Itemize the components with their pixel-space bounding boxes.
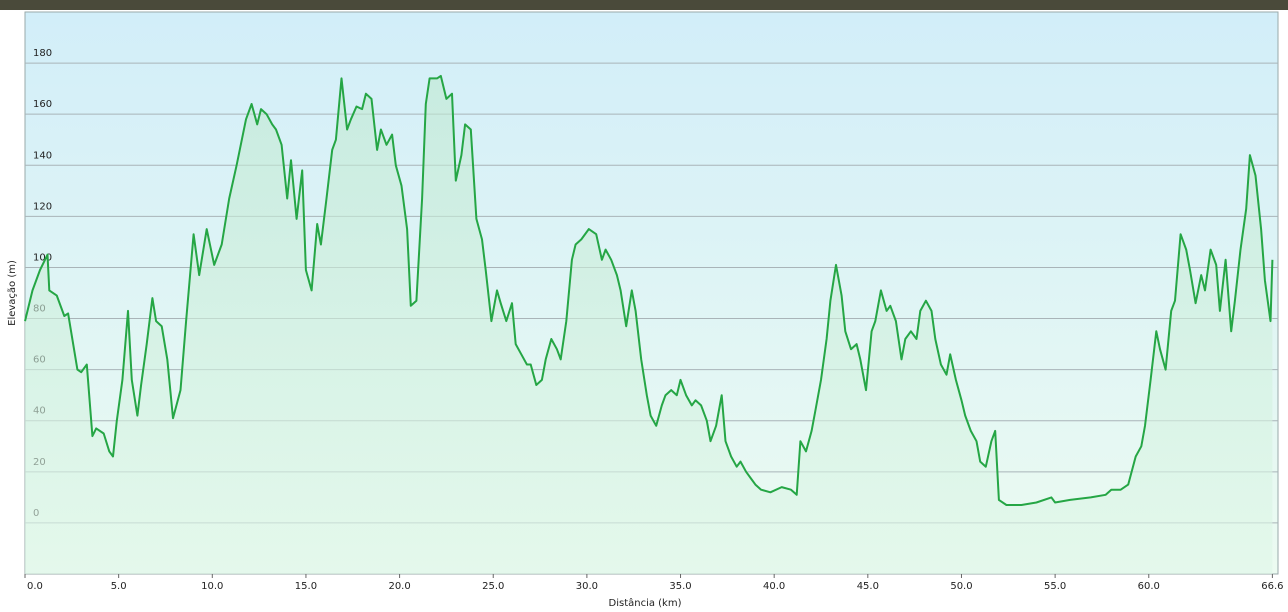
x-tick-label: 60.0 <box>1138 581 1160 592</box>
y-tick-label: 120 <box>33 201 52 212</box>
y-tick-label: 180 <box>33 48 52 59</box>
x-tick-label: 20.0 <box>388 581 410 592</box>
y-tick-label: 160 <box>33 99 52 110</box>
x-tick-label: 40.0 <box>763 581 785 592</box>
x-tick-label: 35.0 <box>669 581 691 592</box>
x-axis-label: Distância (km) <box>609 597 682 609</box>
x-tick-label: 66.6 <box>1261 581 1283 592</box>
y-axis-label: Elevação (m) <box>7 260 18 326</box>
x-tick-label: 10.0 <box>201 581 223 592</box>
x-tick-label: 45.0 <box>857 581 879 592</box>
x-tick-label: 55.0 <box>1044 581 1066 592</box>
y-tick-label: 100 <box>33 252 52 263</box>
x-tick-label: 15.0 <box>295 581 317 592</box>
elevation-line <box>24 74 1274 506</box>
x-tick-label: 30.0 <box>576 581 598 592</box>
x-tick-label: 50.0 <box>950 581 972 592</box>
map-strip <box>0 0 1288 10</box>
x-tick-label: 5.0 <box>111 581 127 592</box>
y-tick-label: 140 <box>33 150 52 161</box>
x-tick-label: 0.0 <box>27 581 43 592</box>
x-tick-label: 25.0 <box>482 581 504 592</box>
elevation-area <box>25 75 1273 575</box>
